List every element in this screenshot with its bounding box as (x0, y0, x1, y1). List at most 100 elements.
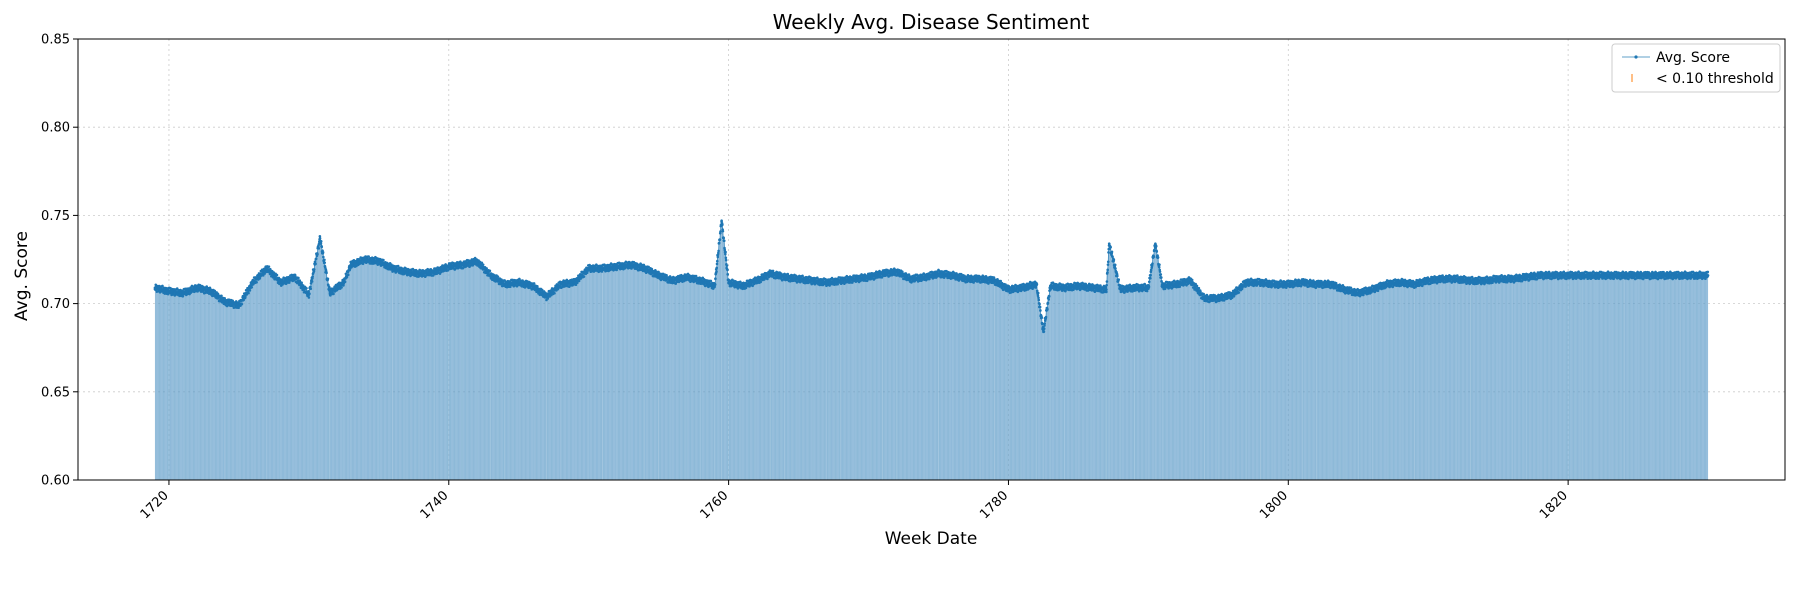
data-point (674, 282, 678, 285)
data-point (284, 282, 288, 286)
data-point (815, 276, 819, 279)
data-point (332, 292, 335, 296)
data-point (323, 258, 326, 262)
data-point (446, 268, 450, 272)
data-point (367, 255, 370, 258)
data-point (220, 294, 223, 298)
data-point (300, 281, 303, 285)
data-point (540, 288, 544, 292)
data-point (717, 241, 721, 245)
data-point (288, 281, 291, 284)
data-point (310, 280, 314, 283)
data-point (250, 286, 254, 289)
data-point (718, 238, 722, 241)
data-point (546, 297, 550, 300)
data-point (723, 248, 727, 252)
data-point (536, 285, 539, 288)
data-point (880, 276, 884, 279)
data-point (724, 258, 728, 262)
data-point (715, 262, 719, 266)
data-point (181, 294, 185, 298)
data-point (237, 306, 240, 309)
data-point (242, 298, 246, 302)
data-point (715, 270, 718, 273)
data-point (320, 245, 324, 249)
data-point (766, 277, 769, 281)
data-point (240, 302, 244, 306)
data-point (632, 260, 636, 264)
data-point (721, 229, 725, 233)
series-area-fill (154, 220, 1709, 480)
data-point (862, 279, 866, 282)
data-point (715, 259, 719, 263)
data-point (281, 278, 284, 281)
data-point (642, 263, 646, 267)
data-point (154, 283, 158, 287)
data-point (275, 273, 279, 277)
data-point (411, 267, 415, 271)
data-point (713, 283, 717, 286)
data-point (910, 281, 913, 284)
data-point (461, 266, 465, 270)
data-point (312, 268, 316, 271)
data-point (321, 251, 325, 254)
data-point (717, 251, 720, 255)
data-point (721, 223, 724, 227)
data-point (744, 286, 748, 290)
data-point (396, 264, 400, 268)
data-point (722, 236, 726, 240)
data-point (582, 275, 586, 278)
data-point (838, 276, 842, 279)
data-point (318, 235, 322, 238)
data-point (924, 278, 928, 282)
data-point (319, 242, 323, 245)
data-point (901, 270, 904, 273)
data-point (726, 273, 730, 276)
data-point (481, 263, 485, 266)
data-point (293, 274, 297, 277)
data-point (432, 274, 435, 277)
data-point (724, 252, 727, 256)
data-point (318, 237, 322, 240)
data-point (657, 270, 660, 274)
data-point (907, 273, 911, 276)
data-point (511, 278, 514, 282)
data-point (325, 271, 328, 275)
data-point (725, 264, 729, 267)
data-point (647, 265, 650, 269)
data-point (364, 255, 367, 258)
data-point (801, 274, 804, 278)
data-point (355, 264, 358, 268)
data-point (865, 279, 869, 283)
data-point (480, 261, 484, 265)
data-point (323, 261, 327, 264)
data-point (716, 255, 720, 259)
data-point (488, 269, 492, 273)
data-point (723, 246, 726, 250)
data-point (751, 284, 754, 288)
data-point (208, 286, 212, 290)
data-point (759, 280, 763, 284)
series-area (154, 220, 1709, 480)
data-point (361, 262, 365, 266)
data-point (317, 247, 321, 250)
data-point (714, 277, 717, 281)
data-point (630, 262, 634, 266)
series-points (153, 219, 1710, 334)
data-point (577, 279, 581, 283)
data-point (307, 290, 310, 293)
data-point (213, 289, 217, 293)
data-point (311, 275, 314, 278)
data-point (715, 266, 719, 270)
data-point (248, 289, 252, 292)
data-point (380, 260, 384, 264)
data-point (786, 272, 790, 276)
data-point (496, 275, 500, 279)
data-point (272, 271, 276, 274)
data-point (346, 273, 350, 277)
data-point (717, 249, 720, 253)
data-point (847, 281, 851, 284)
data-point (851, 281, 854, 284)
data-point (615, 268, 619, 272)
data-point (508, 285, 512, 289)
